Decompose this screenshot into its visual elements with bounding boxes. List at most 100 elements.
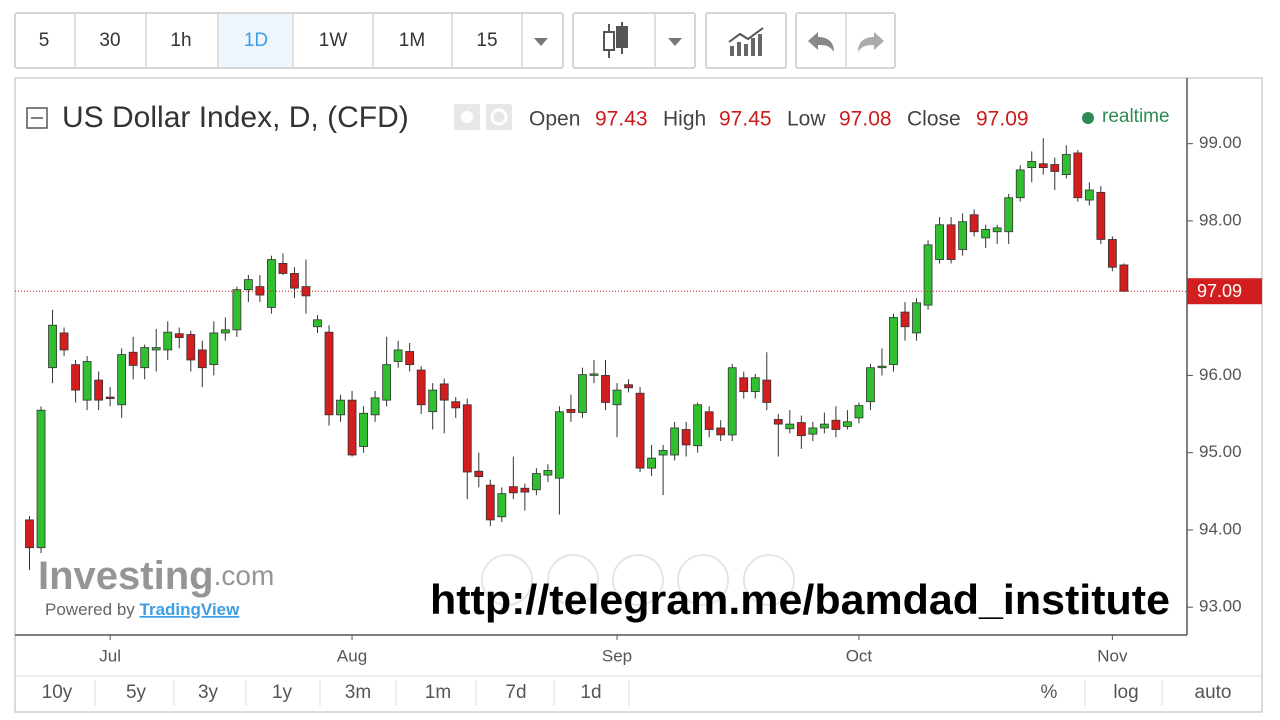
range-button[interactable]: 1m <box>425 682 451 703</box>
candle-body <box>186 334 196 361</box>
interval-button[interactable]: 5 <box>39 30 50 51</box>
range-button[interactable]: 5y <box>126 682 147 703</box>
candle-body <box>1096 191 1106 240</box>
redo-button[interactable] <box>858 32 884 52</box>
undo-button[interactable] <box>808 32 834 52</box>
nav-buttons[interactable] <box>481 554 795 606</box>
last-price-label: 97.09 <box>1197 281 1242 301</box>
candle-body <box>635 392 645 469</box>
candle-body <box>1073 152 1083 199</box>
candle-body <box>796 422 806 437</box>
range-button[interactable]: 7d <box>505 682 526 703</box>
open-value: 97.43 <box>595 108 648 131</box>
interval-button[interactable]: 1M <box>399 30 425 51</box>
interval-button[interactable]: 1W <box>319 30 348 51</box>
candle-body <box>900 311 910 328</box>
candle-body <box>1050 164 1060 172</box>
chart-style-group <box>572 12 696 69</box>
candle-body <box>220 329 230 334</box>
range-button[interactable]: 1y <box>272 682 293 703</box>
candle-body <box>485 484 495 521</box>
interval-button[interactable]: 30 <box>99 30 120 51</box>
plot <box>15 138 1187 571</box>
y-tick-label: 95.00 <box>1199 442 1242 461</box>
interval-separators <box>74 13 523 68</box>
candle-body <box>393 349 403 362</box>
x-tick-label: Oct <box>846 646 873 665</box>
candle-body <box>578 374 587 413</box>
candle-body <box>243 279 253 291</box>
candle-body <box>704 411 714 430</box>
scale-button[interactable]: log <box>1113 682 1138 703</box>
y-tick-label: 93.00 <box>1199 597 1242 616</box>
candle-body <box>128 351 138 366</box>
candle-body <box>140 347 150 369</box>
legend-icons[interactable] <box>454 104 512 130</box>
candle-body <box>543 470 553 476</box>
interval-button[interactable]: 15 <box>476 30 497 51</box>
brand-name: Investing <box>38 554 214 598</box>
range-button[interactable]: 1d <box>580 682 601 703</box>
last-price-box <box>1187 278 1262 305</box>
candle-body <box>508 486 518 494</box>
candle-body <box>866 367 875 403</box>
candle-body <box>589 373 599 376</box>
interval-dropdown[interactable] <box>534 38 548 46</box>
candle-body <box>854 405 864 419</box>
candle-body <box>762 379 772 403</box>
candle-body <box>71 364 80 391</box>
candle-body <box>992 227 1002 233</box>
close-label: Close <box>907 108 961 131</box>
candle-body <box>313 319 322 328</box>
powered-link[interactable]: TradingView <box>140 600 241 619</box>
y-tick-label: 94.00 <box>1199 519 1242 538</box>
candle-body <box>520 487 530 493</box>
candle-body <box>151 347 161 351</box>
candle-body <box>324 331 334 416</box>
candle-body <box>1027 161 1037 169</box>
candle-body <box>278 263 288 274</box>
active-interval-bg <box>219 14 292 67</box>
candle-body <box>117 354 127 406</box>
range-button[interactable]: 3m <box>345 682 371 703</box>
candle-body <box>785 423 795 430</box>
candle-body <box>336 399 345 416</box>
status-text: realtime <box>1102 106 1170 127</box>
interval-button[interactable]: 1D <box>244 30 268 51</box>
candle-body <box>1061 154 1071 175</box>
candle-body <box>370 397 380 416</box>
scale-button[interactable]: auto <box>1195 682 1232 703</box>
candle-body <box>1084 189 1094 201</box>
interval-button[interactable]: 1h <box>170 30 191 51</box>
candle-body <box>624 384 633 389</box>
candle-body <box>566 409 576 413</box>
candle-body <box>347 399 357 456</box>
candle-body <box>716 427 726 436</box>
candle-body <box>773 419 783 425</box>
candle-body <box>727 367 737 436</box>
candle-body <box>601 375 610 403</box>
chart-frame <box>14 77 1263 713</box>
candle-body <box>531 473 541 491</box>
x-tick-label: Jul <box>99 646 121 665</box>
candle-body <box>1015 169 1025 199</box>
x-tick-label: Aug <box>337 646 367 665</box>
candle-body <box>693 404 703 447</box>
close-value: 97.09 <box>976 108 1029 131</box>
range-button[interactable]: 3y <box>198 682 219 703</box>
indicators-button[interactable] <box>705 12 787 69</box>
x-tick-label: Sep <box>602 646 632 665</box>
low-value: 97.08 <box>839 108 892 131</box>
candle-body <box>923 244 933 306</box>
candle-body <box>1004 197 1014 233</box>
range-button[interactable]: 10y <box>42 682 73 703</box>
candle-body <box>25 519 34 549</box>
candle-body <box>981 229 991 239</box>
candle-body <box>843 421 852 427</box>
style-dropdown[interactable] <box>668 38 682 46</box>
open-label: Open <box>529 108 580 131</box>
candle-style-icon[interactable] <box>603 22 628 58</box>
scale-button[interactable]: % <box>1041 682 1058 703</box>
indicators-icon <box>728 27 764 56</box>
